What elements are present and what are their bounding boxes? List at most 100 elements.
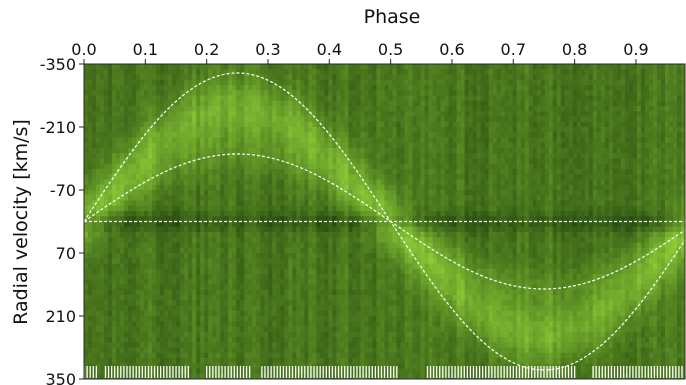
- heatmap-cell: [376, 85, 382, 91]
- heatmap-cell: [400, 295, 406, 301]
- heatmap-cell: [132, 295, 137, 301]
- heatmap-cell: [132, 352, 137, 359]
- heatmap-cell: [112, 352, 117, 359]
- heatmap-cell: [204, 221, 209, 228]
- heatmap-cell: [300, 221, 305, 228]
- heatmap-cell: [108, 205, 113, 212]
- heatmap-cell: [220, 179, 225, 186]
- heatmap-cell: [364, 358, 370, 364]
- heatmap-cell: [156, 137, 161, 144]
- heatmap-cell: [248, 263, 253, 270]
- heatmap-cell: [200, 90, 205, 97]
- heatmap-cell: [256, 352, 261, 359]
- heatmap-cell: [312, 116, 317, 123]
- heatmap-cell: [384, 127, 390, 133]
- heatmap-cell: [172, 100, 177, 107]
- heatmap-cell: [112, 289, 117, 296]
- heatmap-cell: [344, 169, 350, 175]
- heatmap-cell: [272, 90, 277, 97]
- heatmap-cell: [272, 352, 277, 359]
- heatmap-cell: [272, 279, 277, 286]
- heatmap-cell: [220, 153, 225, 160]
- heatmap-cell: [276, 221, 281, 228]
- heatmap-cell: [340, 331, 346, 338]
- heatmap-cell: [140, 200, 145, 207]
- heatmap-cell: [396, 284, 402, 291]
- heatmap-cell: [380, 237, 386, 244]
- heatmap-cell: [200, 274, 205, 280]
- heatmap-cell: [168, 347, 173, 354]
- heatmap-cell: [356, 274, 362, 280]
- heatmap-cell: [248, 300, 253, 307]
- heatmap-cell: [220, 111, 225, 118]
- heatmap-cell: [372, 274, 378, 280]
- heatmap-cell: [232, 242, 237, 249]
- heatmap-cell: [208, 226, 213, 233]
- heatmap-cell: [320, 69, 325, 76]
- heatmap-cell: [344, 368, 350, 375]
- heatmap-cell: [380, 148, 386, 154]
- heatmap-cell: [124, 300, 129, 307]
- heatmap-cell: [256, 111, 261, 118]
- heatmap-cell: [380, 253, 386, 259]
- heatmap-cell: [212, 373, 217, 379]
- heatmap-cell: [300, 342, 305, 349]
- heatmap-cell: [96, 106, 101, 112]
- heatmap-cell: [176, 321, 181, 328]
- heatmap-cell: [304, 258, 309, 265]
- heatmap-cell: [416, 121, 422, 128]
- heatmap-cell: [412, 326, 418, 333]
- heatmap-cell: [312, 158, 317, 165]
- heatmap-cell: [184, 258, 189, 265]
- heatmap-cell: [144, 253, 149, 259]
- heatmap-cell: [332, 100, 338, 107]
- heatmap-cell: [212, 137, 217, 144]
- heatmap-cell: [228, 352, 233, 359]
- heatmap-cell: [192, 116, 197, 123]
- heatmap-cell: [84, 331, 89, 338]
- heatmap-cell: [304, 69, 309, 76]
- heatmap-cell: [148, 295, 153, 301]
- heatmap-cell: [180, 268, 185, 275]
- heatmap-cell: [416, 111, 422, 118]
- heatmap-cell: [308, 358, 313, 364]
- heatmap-cell: [224, 142, 229, 149]
- heatmap-cell: [236, 268, 241, 275]
- heatmap-cell: [188, 258, 193, 265]
- heatmap-cell: [276, 158, 281, 165]
- heatmap-cell: [216, 221, 221, 228]
- heatmap-cell: [116, 358, 121, 364]
- heatmap-cell: [232, 95, 237, 102]
- heatmap-cell: [252, 190, 257, 196]
- heatmap-cell: [388, 106, 394, 112]
- heatmap-cell: [216, 153, 221, 160]
- heatmap-cell: [284, 111, 289, 118]
- heatmap-cell: [128, 148, 133, 154]
- heatmap-cell: [284, 216, 289, 223]
- heatmap-cell: [312, 284, 317, 291]
- heatmap-cell: [280, 310, 285, 317]
- heatmap-cell: [188, 95, 193, 102]
- heatmap-cell: [404, 100, 410, 107]
- heatmap-cell: [344, 295, 350, 301]
- heatmap-cell: [88, 211, 93, 217]
- heatmap-cell: [316, 347, 321, 354]
- heatmap-cell: [400, 158, 406, 165]
- heatmap-cell: [172, 289, 177, 296]
- heatmap-cell: [284, 64, 289, 70]
- heatmap-cell: [340, 127, 346, 133]
- heatmap-cell: [324, 163, 330, 170]
- heatmap-cell: [196, 184, 201, 191]
- heatmap-cell: [84, 237, 89, 244]
- heatmap-cell: [352, 158, 358, 165]
- heatmap-cell: [120, 300, 125, 307]
- heatmap-cell: [100, 347, 105, 354]
- heatmap-cell: [336, 200, 342, 207]
- heatmap-cell: [204, 169, 209, 175]
- heatmap-cell: [364, 148, 370, 154]
- heatmap-cell: [256, 190, 261, 196]
- heatmap-cell: [268, 95, 273, 102]
- heatmap-cell: [356, 184, 362, 191]
- heatmap-cell: [356, 174, 362, 181]
- heatmap-cell: [260, 158, 265, 165]
